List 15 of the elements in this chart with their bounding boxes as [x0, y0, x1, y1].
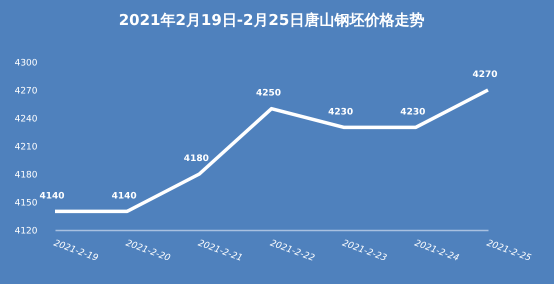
data-label: 4140 [39, 191, 65, 202]
data-label: 4230 [328, 107, 354, 118]
y-tick-label: 4120 [14, 226, 38, 236]
y-tick-label: 4270 [14, 86, 38, 96]
data-label: 4140 [112, 191, 137, 202]
y-tick-label: 4150 [14, 198, 38, 208]
data-label: 4230 [400, 107, 426, 118]
y-tick-label: 4240 [14, 114, 38, 124]
data-label: 4270 [472, 70, 498, 80]
y-tick-label: 4210 [14, 142, 38, 152]
y-tick-label: 4300 [14, 58, 38, 68]
y-tick-label: 4180 [14, 170, 38, 180]
data-label: 4180 [184, 154, 209, 164]
chart-title: 2021年2月19日-2月25日唐山钢坯价格走势 [118, 11, 424, 29]
data-label: 4250 [256, 88, 282, 99]
